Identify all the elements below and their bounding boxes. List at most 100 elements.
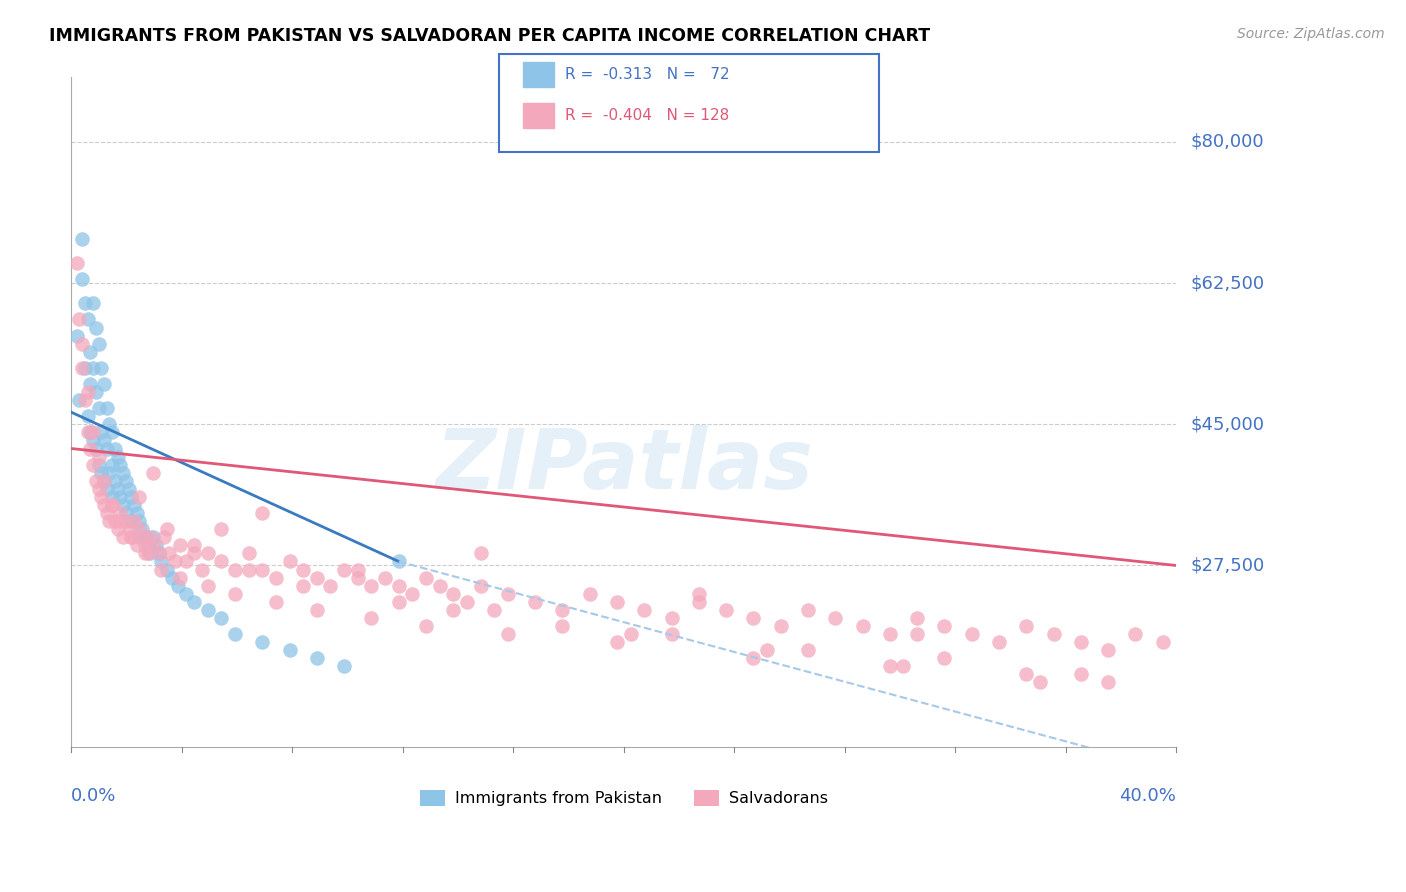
- Point: [110, 514, 132, 528]
- Point: [797, 643, 820, 657]
- Point: [197, 546, 219, 560]
- Point: [136, 546, 159, 560]
- Point: [128, 514, 150, 528]
- Point: [851, 619, 873, 633]
- Point: [114, 474, 136, 488]
- Point: [101, 425, 124, 440]
- Point: [93, 434, 115, 448]
- Point: [191, 562, 214, 576]
- Point: [84, 385, 107, 400]
- Point: [101, 490, 124, 504]
- Point: [98, 514, 121, 528]
- Point: [84, 474, 107, 488]
- Point: [224, 627, 246, 641]
- Point: [1042, 627, 1064, 641]
- Point: [470, 579, 492, 593]
- Point: [496, 587, 519, 601]
- Point: [742, 611, 765, 625]
- Point: [120, 490, 142, 504]
- Point: [401, 587, 423, 601]
- Point: [70, 336, 93, 351]
- Point: [551, 603, 574, 617]
- Point: [96, 442, 118, 456]
- Point: [456, 595, 478, 609]
- Point: [134, 538, 156, 552]
- Point: [278, 643, 301, 657]
- Point: [90, 425, 112, 440]
- Point: [66, 256, 89, 270]
- Point: [79, 376, 101, 391]
- Point: [101, 458, 124, 472]
- Point: [578, 587, 600, 601]
- Point: [125, 506, 148, 520]
- Point: [101, 498, 124, 512]
- Point: [264, 571, 287, 585]
- Point: [112, 498, 135, 512]
- Point: [93, 474, 115, 488]
- Point: [82, 296, 104, 310]
- Point: [797, 603, 820, 617]
- Point: [142, 466, 165, 480]
- Point: [93, 498, 115, 512]
- Point: [112, 466, 135, 480]
- Point: [264, 595, 287, 609]
- Point: [128, 530, 150, 544]
- Point: [73, 296, 96, 310]
- Point: [183, 538, 205, 552]
- Point: [824, 611, 846, 625]
- Point: [98, 466, 121, 480]
- Point: [163, 554, 186, 568]
- Point: [905, 627, 928, 641]
- Point: [159, 546, 181, 560]
- Legend: Immigrants from Pakistan, Salvadorans: Immigrants from Pakistan, Salvadorans: [413, 783, 834, 813]
- Text: R =  -0.313   N =   72: R = -0.313 N = 72: [565, 67, 730, 81]
- Point: [209, 554, 232, 568]
- Point: [388, 595, 411, 609]
- Point: [104, 442, 127, 456]
- Point: [117, 522, 139, 536]
- Point: [76, 312, 98, 326]
- Point: [96, 482, 118, 496]
- Point: [160, 571, 183, 585]
- Point: [76, 385, 98, 400]
- Point: [1152, 635, 1174, 649]
- Point: [134, 546, 156, 560]
- Point: [209, 611, 232, 625]
- Point: [139, 530, 162, 544]
- Point: [87, 401, 110, 416]
- Point: [117, 482, 139, 496]
- Point: [209, 522, 232, 536]
- Point: [174, 554, 197, 568]
- Point: [76, 425, 98, 440]
- Point: [84, 442, 107, 456]
- Point: [441, 603, 464, 617]
- Point: [333, 562, 356, 576]
- Point: [441, 587, 464, 601]
- Point: [120, 514, 142, 528]
- Point: [150, 562, 173, 576]
- Point: [128, 490, 150, 504]
- Point: [934, 619, 956, 633]
- Point: [120, 530, 142, 544]
- Point: [879, 659, 901, 673]
- Point: [388, 554, 411, 568]
- Point: [73, 360, 96, 375]
- Point: [122, 498, 145, 512]
- Point: [305, 571, 328, 585]
- Point: [183, 546, 205, 560]
- Point: [134, 530, 156, 544]
- Point: [252, 562, 274, 576]
- Point: [756, 643, 779, 657]
- Point: [879, 627, 901, 641]
- Point: [1097, 643, 1119, 657]
- Point: [136, 538, 159, 552]
- Point: [661, 611, 683, 625]
- Point: [93, 376, 115, 391]
- Point: [224, 587, 246, 601]
- Point: [415, 571, 437, 585]
- Point: [470, 546, 492, 560]
- Point: [934, 651, 956, 665]
- Point: [415, 619, 437, 633]
- Point: [98, 417, 121, 432]
- Point: [66, 328, 89, 343]
